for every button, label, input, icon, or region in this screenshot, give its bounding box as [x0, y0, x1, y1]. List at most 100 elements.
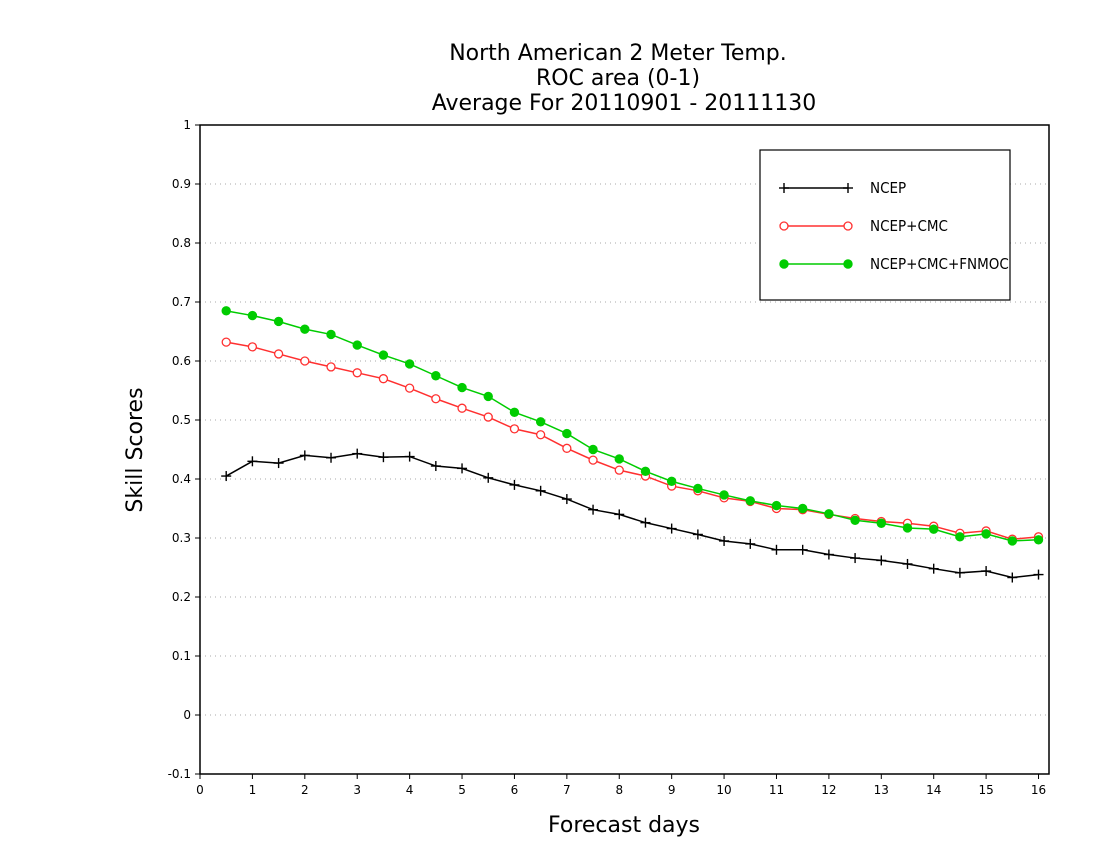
data-point-ncep-cmc [247, 342, 258, 352]
y-tick-label: 0.4 [172, 472, 191, 486]
data-point-ncep-cmc [509, 424, 520, 434]
data-point-ncep-cmc-fnmoc [562, 428, 572, 439]
data-point-ncep-cmc-fnmoc [719, 490, 729, 500]
x-tick-label: 10 [716, 783, 731, 797]
legend-label: NCEP+CMC [870, 217, 948, 235]
data-point-ncep [981, 566, 992, 577]
data-point-ncep [719, 535, 730, 546]
legend-marker [843, 183, 853, 193]
data-point-ncep-cmc-fnmoc [1007, 536, 1018, 546]
data-point-ncep-cmc [457, 403, 467, 413]
data-point-ncep-cmc-fnmoc [955, 532, 965, 542]
x-tick-label: 14 [926, 783, 941, 797]
data-point-ncep-cmc-fnmoc [431, 371, 441, 381]
data-point-ncep-cmc-fnmoc [509, 407, 520, 418]
y-tick-label: 0.8 [172, 236, 191, 250]
data-point-ncep-cmc-fnmoc [352, 340, 362, 350]
data-point-ncep-cmc-fnmoc [902, 523, 913, 533]
series-ncep-cmc-fnmoc [221, 306, 1044, 546]
legend-marker [779, 259, 789, 269]
data-point-ncep [666, 523, 677, 534]
x-tick-label: 12 [821, 783, 836, 797]
data-point-ncep [483, 472, 494, 483]
y-tick-label: 0.3 [172, 531, 191, 545]
data-point-ncep-cmc-fnmoc [404, 359, 415, 369]
data-point-ncep-cmc-fnmoc [745, 496, 755, 506]
y-axis-label: Skill Scores [123, 387, 148, 512]
data-point-ncep-cmc-fnmoc [929, 524, 939, 534]
data-point-ncep-cmc-fnmoc [221, 306, 231, 316]
legend: NCEP NCEP+CMC NCEP+CMC+FNMOC [759, 149, 1011, 301]
data-point-ncep-cmc-fnmoc [378, 350, 389, 360]
data-point-ncep-cmc [483, 412, 493, 422]
data-point-ncep-cmc-fnmoc [247, 310, 258, 321]
x-tick-label: 0 [196, 783, 204, 797]
data-point-ncep-cmc-fnmoc [614, 454, 624, 464]
data-point-ncep [823, 549, 834, 560]
chart-title-line-1: North American 2 Meter Temp. [449, 41, 787, 66]
data-point-ncep [954, 567, 965, 578]
x-tick-label: 4 [406, 783, 414, 797]
legend-label: NCEP [870, 179, 906, 197]
x-tick-label: 11 [769, 783, 784, 797]
legend-item-ncep-cmc-fnmoc: NCEP+CMC+FNMOC [779, 255, 1009, 273]
series-line-ncep-cmc-fnmoc [226, 310, 1039, 542]
x-tick-label: 1 [249, 783, 257, 797]
legend-marker [843, 221, 853, 231]
data-point-ncep [326, 452, 337, 463]
y-tick-label: 0.7 [172, 295, 191, 309]
data-point-ncep-cmc [273, 349, 284, 359]
data-point-ncep-cmc [326, 362, 336, 372]
legend-marker [779, 221, 789, 231]
data-point-ncep [509, 479, 520, 490]
data-point-ncep-cmc-fnmoc [300, 324, 310, 334]
y-tick-label: 0 [183, 708, 191, 722]
y-tick-label: 0.6 [172, 354, 191, 368]
data-point-ncep [221, 471, 232, 482]
x-axis-label: Forecast days [548, 813, 700, 838]
data-point-ncep [299, 450, 310, 461]
data-point-ncep [561, 494, 572, 505]
legend-marker [779, 183, 789, 193]
x-tick-label: 8 [615, 783, 623, 797]
legend-label: NCEP+CMC+FNMOC [870, 255, 1009, 273]
series-line-ncep-cmc [226, 341, 1039, 540]
data-point-ncep-cmc [614, 465, 624, 475]
data-point-ncep [850, 553, 861, 564]
data-point-ncep-cmc [431, 394, 441, 404]
data-point-ncep [588, 504, 599, 515]
x-tick-label: 3 [353, 783, 361, 797]
x-tick-label: 9 [668, 783, 676, 797]
axis-ticks: -0.100.10.20.30.40.50.60.70.80.910 1 2 3 4 5 6… [168, 118, 1047, 797]
data-point-ncep-cmc [378, 374, 389, 384]
data-point-ncep [430, 461, 441, 472]
data-point-ncep-cmc-fnmoc [326, 329, 336, 340]
legend-item-ncep: NCEP [779, 179, 906, 197]
data-point-ncep-cmc [588, 455, 598, 465]
data-point-ncep [404, 451, 415, 462]
data-point-ncep [928, 563, 939, 574]
data-point-ncep [745, 538, 756, 549]
data-point-ncep-cmc-fnmoc [666, 476, 677, 487]
data-point-ncep-cmc [562, 443, 572, 453]
data-point-ncep [352, 448, 363, 459]
data-point-ncep-cmc-fnmoc [483, 391, 493, 402]
y-tick-label: 0.5 [172, 413, 191, 427]
data-point-ncep [247, 456, 258, 467]
data-point-ncep-cmc [404, 383, 415, 393]
x-tick-label: 15 [978, 783, 993, 797]
data-point-ncep-cmc-fnmoc [588, 444, 598, 455]
data-point-ncep [614, 509, 625, 520]
data-point-ncep-cmc-fnmoc [457, 382, 467, 393]
data-point-ncep [378, 452, 389, 463]
y-tick-label: 1 [183, 118, 191, 132]
series-line-ncep [225, 452, 1039, 579]
data-point-ncep-cmc [535, 430, 546, 440]
data-point-ncep-cmc-fnmoc [640, 466, 651, 477]
data-point-ncep-cmc [300, 356, 310, 366]
chart-title-line-3: Average For 20110901 - 20111130 [432, 91, 817, 116]
data-point-ncep-cmc-fnmoc [273, 316, 284, 327]
y-tick-label: 0.9 [172, 177, 191, 191]
data-point-ncep-cmc-fnmoc [771, 500, 782, 511]
data-point-ncep-cmc-fnmoc [1033, 535, 1044, 545]
